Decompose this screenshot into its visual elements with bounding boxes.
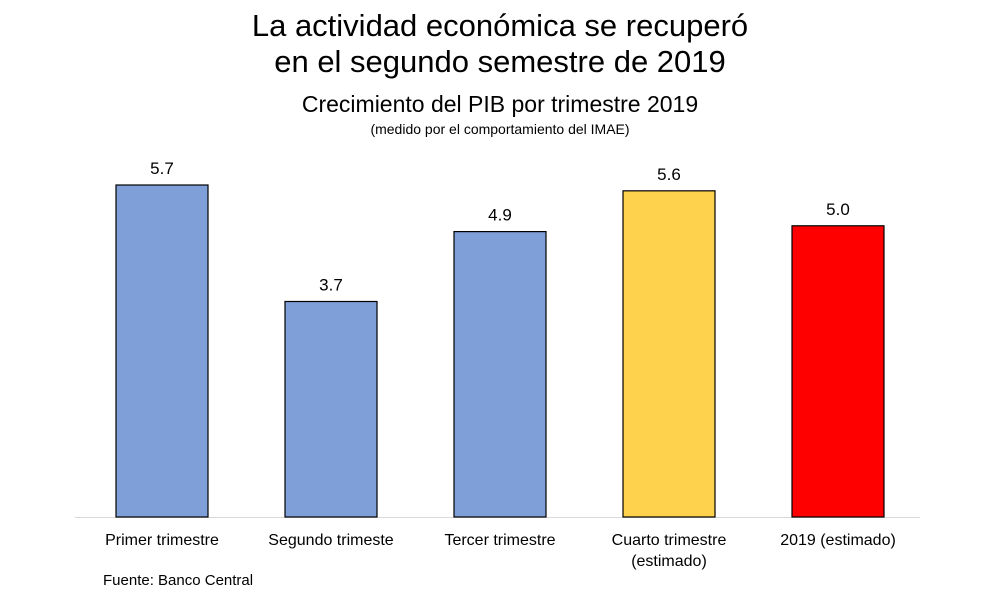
x-tick-label: (estimado) (631, 553, 707, 570)
bar (284, 300, 378, 518)
data-label: 3.7 (319, 275, 343, 294)
data-label: 4.9 (488, 206, 512, 225)
x-tick-label: Primer trimestre (105, 532, 219, 549)
x-tick-label: Tercer trimestre (444, 532, 555, 549)
bar (622, 190, 716, 518)
data-label: 5.0 (826, 200, 850, 219)
chart-subtitle: Crecimiento del PIB por trimestre 2019 (301, 91, 699, 117)
bar (115, 184, 209, 518)
x-tick-label: 2019 (estimado) (780, 532, 896, 549)
bar (453, 230, 547, 518)
bar (791, 225, 885, 518)
x-tick-label: Segundo trimeste (268, 532, 394, 549)
chart-title-line-1: La actividad económica se recuperó (251, 8, 749, 43)
chart-note: (medido por el comportamiento del IMAE) (370, 121, 630, 137)
data-label: 5.6 (657, 165, 681, 184)
source-note: Fuente: Banco Central (103, 572, 254, 589)
x-tick-label: Cuarto trimestre (612, 532, 727, 549)
data-label: 5.7 (150, 159, 174, 178)
chart-title-line-2: en el segundo semestre de 2019 (274, 44, 726, 79)
